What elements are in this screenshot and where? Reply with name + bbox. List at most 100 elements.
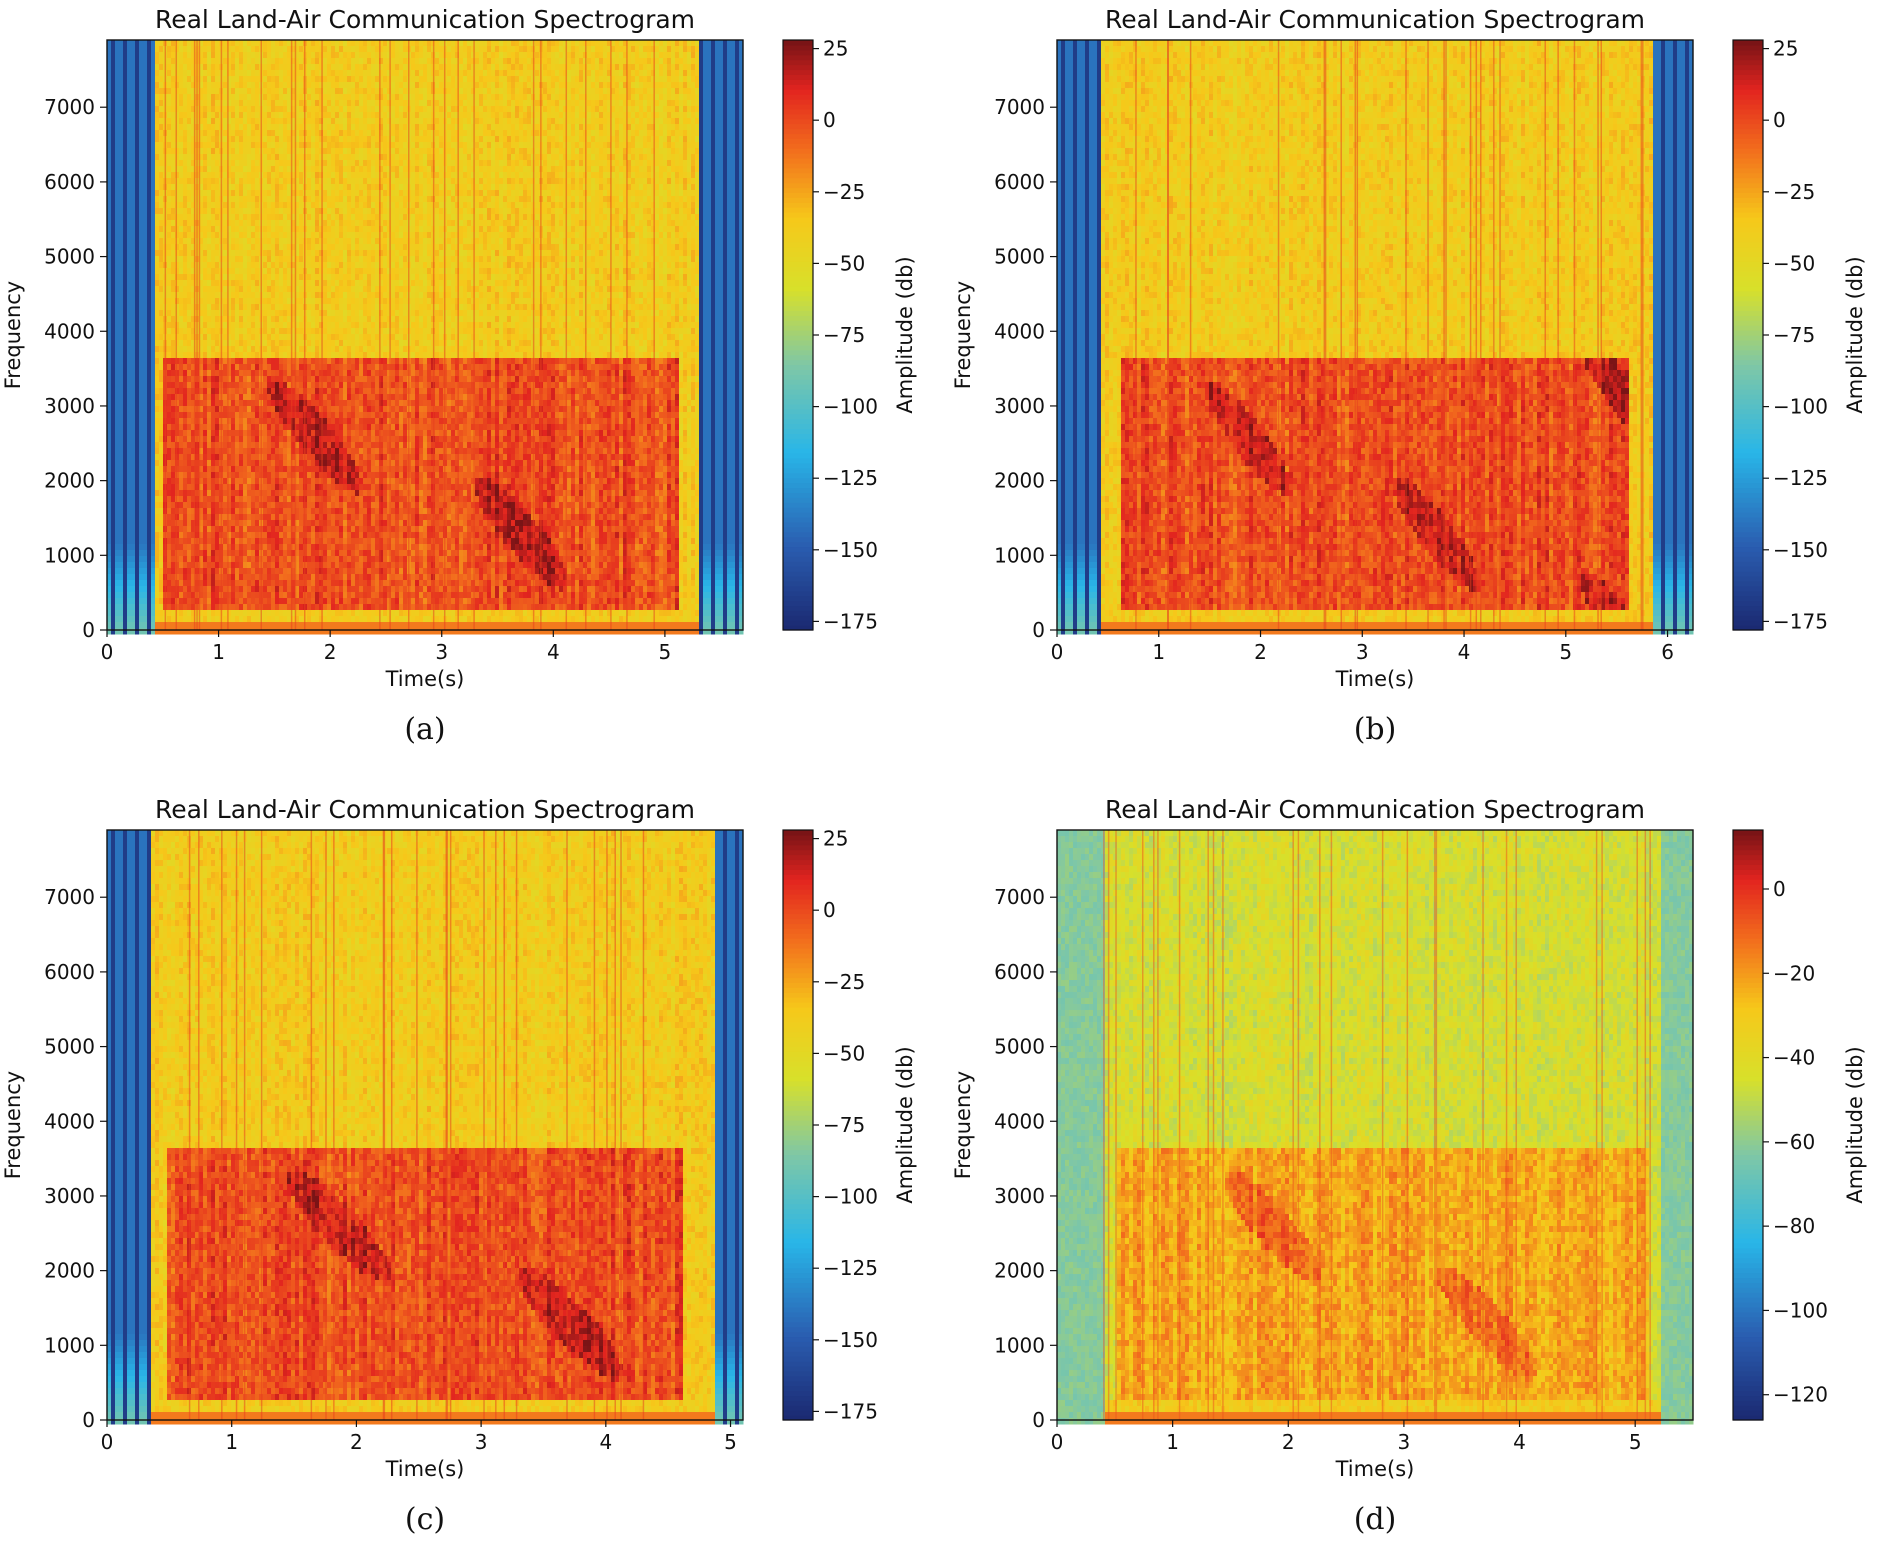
colorbar-tick-label: −175 — [823, 609, 878, 633]
x-tick-label: 5 — [1629, 1430, 1642, 1454]
y-axis-label: Frequency — [951, 1071, 975, 1180]
colorbar-tick-label: 0 — [823, 898, 836, 922]
spectrogram-panel-0: Real Land-Air Communication Spectrogram 0… — [0, 0, 950, 777]
spectrogram-svg: Real Land-Air Communication Spectrogram 0… — [950, 790, 1900, 1567]
colorbar — [783, 40, 813, 631]
y-tick-label: 6000 — [994, 960, 1045, 984]
colorbar-tick-label: −75 — [1773, 323, 1815, 347]
colorbar-tick-label: −150 — [823, 538, 878, 562]
x-tick-label: 3 — [435, 640, 448, 664]
x-axis-label: Time(s) — [1335, 1457, 1415, 1481]
x-tick-label: 0 — [101, 1430, 114, 1454]
colorbar-tick-label: −25 — [823, 970, 865, 994]
y-tick-label: 3000 — [994, 1184, 1045, 1208]
x-tick-label: 0 — [101, 640, 114, 664]
colorbar-tick-label: 0 — [1773, 877, 1786, 901]
y-tick-label: 1000 — [44, 543, 95, 567]
y-tick-label: 3000 — [994, 394, 1045, 418]
colorbar — [783, 830, 813, 1421]
colorbar-tick-label: −80 — [1773, 1214, 1815, 1238]
x-tick-label: 2 — [350, 1430, 363, 1454]
x-tick-label: 6 — [1661, 640, 1674, 664]
colorbar — [1733, 830, 1763, 1421]
colorbar-tick-label: 0 — [823, 108, 836, 132]
y-tick-label: 6000 — [44, 170, 95, 194]
y-axis-label: Frequency — [951, 281, 975, 390]
x-tick-label: 1 — [225, 1430, 238, 1454]
x-axis-label: Time(s) — [385, 1457, 465, 1481]
x-tick-label: 4 — [1458, 640, 1471, 664]
x-tick-label: 3 — [1398, 1430, 1411, 1454]
x-tick-label: 5 — [659, 640, 672, 664]
panel-caption: (d) — [1315, 1502, 1435, 1537]
colorbar-tick-label: 25 — [823, 827, 848, 851]
x-tick-label: 4 — [1513, 1430, 1526, 1454]
panel-caption: (a) — [365, 712, 485, 747]
colorbar-tick-label: −120 — [1773, 1383, 1828, 1407]
colorbar-tick-label: 25 — [823, 37, 848, 61]
x-tick-label: 4 — [547, 640, 560, 664]
y-tick-label: 4000 — [44, 319, 95, 343]
colorbar-tick-label: −100 — [823, 395, 878, 419]
y-tick-label: 0 — [1032, 618, 1045, 642]
y-tick-label: 2000 — [44, 1259, 95, 1283]
x-tick-label: 0 — [1051, 640, 1064, 664]
colorbar-label: Amplitude (db) — [893, 1046, 917, 1203]
chart-title: Real Land-Air Communication Spectrogram — [1105, 795, 1645, 824]
y-tick-label: 2000 — [994, 469, 1045, 493]
colorbar-tick-label: −150 — [823, 1328, 878, 1352]
heatmap-cells — [107, 40, 744, 635]
x-tick-label: 2 — [1254, 640, 1267, 664]
y-tick-label: 7000 — [44, 95, 95, 119]
heatmap-cells — [1057, 40, 1694, 635]
x-tick-label: 1 — [1152, 640, 1165, 664]
colorbar-tick-label: 25 — [1773, 37, 1798, 61]
x-axis-label: Time(s) — [385, 667, 465, 691]
x-axis-label: Time(s) — [1335, 667, 1415, 691]
y-tick-label: 6000 — [994, 170, 1045, 194]
spectrogram-svg: Real Land-Air Communication Spectrogram 0… — [950, 0, 1900, 777]
y-tick-label: 5000 — [994, 1035, 1045, 1059]
y-tick-label: 5000 — [994, 245, 1045, 269]
colorbar-label: Amplitude (db) — [893, 256, 917, 413]
y-tick-label: 5000 — [44, 245, 95, 269]
chart-title: Real Land-Air Communication Spectrogram — [155, 5, 695, 34]
y-tick-label: 7000 — [994, 885, 1045, 909]
colorbar-tick-label: −20 — [1773, 961, 1815, 985]
colorbar-tick-label: 0 — [1773, 108, 1786, 132]
spectrogram-svg: Real Land-Air Communication Spectrogram0… — [0, 790, 950, 1567]
x-tick-label: 4 — [599, 1430, 612, 1454]
y-tick-label: 0 — [1032, 1408, 1045, 1432]
colorbar-tick-label: −150 — [1773, 538, 1828, 562]
y-tick-label: 3000 — [44, 394, 95, 418]
colorbar-tick-label: −125 — [823, 1256, 878, 1280]
y-tick-label: 4000 — [994, 319, 1045, 343]
x-tick-label: 2 — [324, 640, 337, 664]
y-tick-label: 2000 — [44, 469, 95, 493]
colorbar-label: Amplitude (db) — [1843, 256, 1867, 413]
y-tick-label: 1000 — [994, 1333, 1045, 1357]
colorbar-tick-label: −60 — [1773, 1130, 1815, 1154]
colorbar-label: Amplitude (db) — [1843, 1046, 1867, 1203]
y-tick-label: 1000 — [994, 543, 1045, 567]
colorbar-tick-label: −100 — [1773, 1298, 1828, 1322]
panel-caption: (c) — [365, 1502, 485, 1537]
y-tick-label: 4000 — [994, 1109, 1045, 1133]
y-tick-label: 5000 — [44, 1035, 95, 1059]
x-tick-label: 1 — [1166, 1430, 1179, 1454]
y-tick-label: 2000 — [994, 1259, 1045, 1283]
colorbar-tick-label: −50 — [823, 251, 865, 275]
colorbar-tick-label: −175 — [1773, 609, 1828, 633]
y-tick-label: 0 — [82, 1408, 95, 1432]
chart-title: Real Land-Air Communication Spectrogram — [1105, 5, 1645, 34]
colorbar-tick-label: −100 — [1773, 395, 1828, 419]
heatmap-cells — [107, 830, 744, 1425]
y-axis-label: Frequency — [1, 1071, 25, 1180]
y-tick-label: 1000 — [44, 1333, 95, 1357]
x-tick-label: 5 — [724, 1430, 737, 1454]
colorbar-tick-label: −100 — [823, 1185, 878, 1209]
x-tick-label: 3 — [1356, 640, 1369, 664]
spectrogram-svg: Real Land-Air Communication Spectrogram 0… — [0, 0, 950, 777]
y-tick-label: 3000 — [44, 1184, 95, 1208]
spectrogram-panel-3: Real Land-Air Communication Spectrogram 0… — [950, 790, 1900, 1567]
